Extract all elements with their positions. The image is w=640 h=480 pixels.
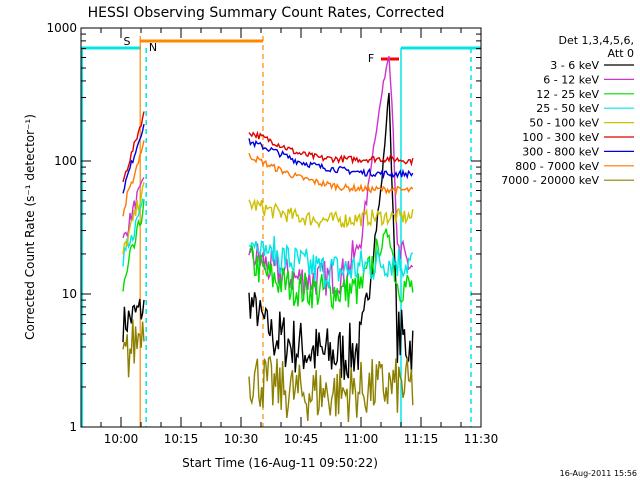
x-tick-label: 10:00 xyxy=(104,432,139,446)
x-tick-label: 10:45 xyxy=(284,432,319,446)
series-line xyxy=(122,182,145,255)
x-tick-label: 11:00 xyxy=(344,432,379,446)
plot-series-group xyxy=(122,56,414,423)
series-line xyxy=(122,140,145,217)
y-tick-label: 1 xyxy=(69,420,77,434)
series-line xyxy=(248,198,414,229)
legend-entry-label: 12 - 25 keV xyxy=(536,88,599,101)
x-axis-title: Start Time (16-Aug-11 09:50:22) xyxy=(182,456,378,470)
annotation-f: F xyxy=(368,52,374,65)
legend-title-line-2: Att 0 xyxy=(608,47,634,60)
series-line xyxy=(248,236,414,289)
y-axis-title: Corrected Count Rate (s⁻¹ detector⁻¹) xyxy=(23,114,37,340)
y-axis: 1 10 100 1000 xyxy=(46,21,481,434)
series-line xyxy=(122,123,145,194)
annotation-n: N xyxy=(149,41,157,54)
plot-frame xyxy=(80,27,482,428)
series-line xyxy=(122,319,145,378)
x-tick-label: 11:15 xyxy=(404,432,439,446)
series-line xyxy=(248,355,414,423)
x-tick-label: 10:15 xyxy=(164,432,199,446)
legend-entry-label: 7000 - 20000 keV xyxy=(501,174,599,187)
legend-entry-label: 300 - 800 keV xyxy=(522,145,599,158)
y-tick-label: 10 xyxy=(62,287,77,301)
x-tick-label: 10:30 xyxy=(224,432,259,446)
series-line xyxy=(122,177,145,239)
x-axis: 10:00 10:15 10:30 10:45 11:00 11:15 11:30 xyxy=(80,28,499,446)
legend-entry-label: 25 - 50 keV xyxy=(536,102,599,115)
legend-entry-label: 100 - 300 keV xyxy=(522,131,599,144)
series-line xyxy=(122,298,145,343)
x-tick-label: 11:30 xyxy=(464,432,499,446)
legend-entry-label: 800 - 7000 keV xyxy=(515,160,599,173)
series-line xyxy=(249,228,414,311)
annotation-group: S N F xyxy=(124,35,375,65)
y-tick-label: 1000 xyxy=(46,21,77,35)
chart-title: HESSI Observing Summary Count Rates, Cor… xyxy=(88,5,445,21)
annotation-s: S xyxy=(124,35,131,48)
timestamp: 16-Aug-2011 15:56 xyxy=(560,469,637,478)
series-line xyxy=(248,130,414,167)
series-line xyxy=(122,111,145,183)
y-tick-label: 100 xyxy=(54,154,77,168)
series-line xyxy=(122,199,145,292)
legend-title-line-1: Det 1,3,4,5,6, xyxy=(558,34,634,47)
legend-entry-label: 3 - 6 keV xyxy=(550,59,599,72)
legend-entry-label: 6 - 12 keV xyxy=(543,73,599,86)
series-line xyxy=(248,152,414,196)
legend-entry-label: 50 - 100 keV xyxy=(529,117,599,130)
series-line xyxy=(248,92,414,380)
plot-overlay-lines xyxy=(81,36,481,427)
series-line xyxy=(248,138,414,180)
